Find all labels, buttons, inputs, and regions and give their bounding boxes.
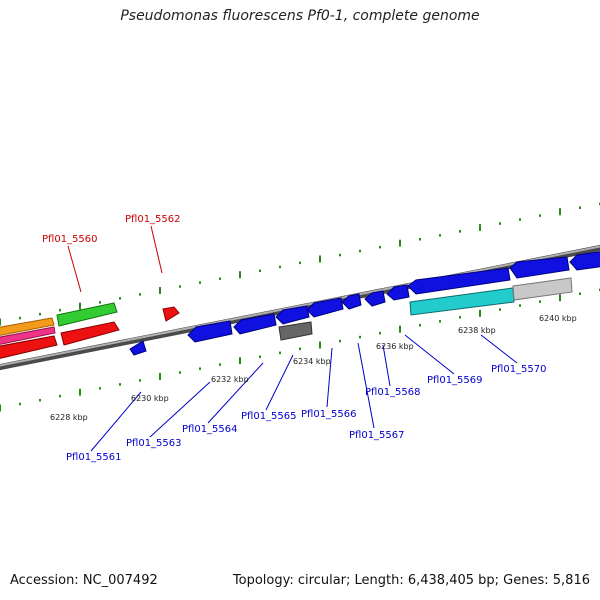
leader-pfl01-5564	[207, 362, 264, 424]
gene-label-pfl01-5566[interactable]: Pfl01_5566	[301, 409, 357, 420]
gene-pfl01-5568[interactable]	[364, 290, 386, 307]
scale-label: 6236 kbp	[376, 342, 414, 351]
genome-stats: Topology: circular; Length: 6,438,405 bp…	[232, 573, 590, 588]
accession-info: Accession: NC_007492	[10, 573, 158, 588]
gene-gray[interactable]	[278, 321, 313, 341]
leader-pfl01-5560	[67, 245, 82, 293]
gene-pfl01-5568b[interactable]	[386, 284, 410, 301]
gene-label-pfl01-5563[interactable]: Pfl01_5563	[126, 438, 182, 449]
gene-red-forward[interactable]	[60, 321, 120, 346]
scale-label: 6238 kbp	[458, 326, 496, 335]
leader-pfl01-5562	[150, 225, 163, 274]
leader-pfl01-5569	[404, 334, 455, 375]
gene-pfl01-5566[interactable]	[306, 297, 344, 318]
map-title: Pseudomonas fluorescens Pf0-1, complete …	[120, 8, 480, 24]
leader-pfl01-5561	[90, 391, 142, 452]
gene-red-left[interactable]	[0, 335, 58, 359]
gene-pfl01-5563[interactable]	[187, 320, 233, 343]
gene-blue-right-edge[interactable]	[569, 251, 600, 271]
genome-backbone-highlight	[0, 245, 600, 367]
leader-pfl01-5566	[326, 347, 333, 408]
gene-pfl01-5561[interactable]	[129, 340, 147, 356]
gene-cyan[interactable]	[409, 287, 515, 316]
gene-pfl01-5567[interactable]	[341, 293, 362, 310]
leader-lines	[67, 225, 518, 452]
leader-pfl01-5565	[265, 354, 294, 411]
scale-label: 6234 kbp	[293, 357, 331, 366]
gene-pink[interactable]	[0, 326, 56, 345]
gene-pfl01-5570[interactable]	[509, 256, 570, 279]
scale-label: 6232 kbp	[211, 375, 249, 384]
gene-label-pfl01-5568[interactable]: Pfl01_5568	[365, 387, 421, 398]
tick-marks	[0, 202, 600, 412]
gene-green-pfl01-5560[interactable]	[56, 302, 118, 327]
gene-label-pfl01-5569[interactable]: Pfl01_5569	[427, 375, 483, 386]
gene-label-pfl01-5564[interactable]: Pfl01_5564	[182, 424, 238, 435]
scale-labels: 6228 kbp 6230 kbp 6232 kbp 6234 kbp 6236…	[50, 314, 577, 422]
gene-orange[interactable]	[0, 317, 55, 336]
scale-label: 6240 kbp	[539, 314, 577, 323]
gene-label-pfl01-5565[interactable]: Pfl01_5565	[241, 411, 297, 422]
leader-pfl01-5570	[480, 334, 518, 364]
leader-pfl01-5568	[382, 344, 391, 387]
gene-label-pfl01-5561[interactable]: Pfl01_5561	[66, 452, 122, 463]
gene-label-pfl01-5560[interactable]: Pfl01_5560	[42, 234, 98, 245]
scale-label: 6228 kbp	[50, 413, 88, 422]
gene-pfl01-5569[interactable]	[407, 267, 511, 295]
gene-label-pfl01-5562[interactable]: Pfl01_5562	[125, 214, 181, 225]
scale-label: 6230 kbp	[131, 394, 169, 403]
gene-red-pfl01-5562[interactable]	[162, 306, 180, 322]
leader-pfl01-5563	[149, 381, 211, 438]
gene-label-pfl01-5567[interactable]: Pfl01_5567	[349, 430, 405, 441]
gene-label-pfl01-5570[interactable]: Pfl01_5570	[491, 364, 547, 375]
leader-pfl01-5567	[357, 342, 375, 429]
gene-lightgray[interactable]	[512, 277, 573, 301]
gene-pfl01-5564[interactable]	[233, 313, 277, 335]
